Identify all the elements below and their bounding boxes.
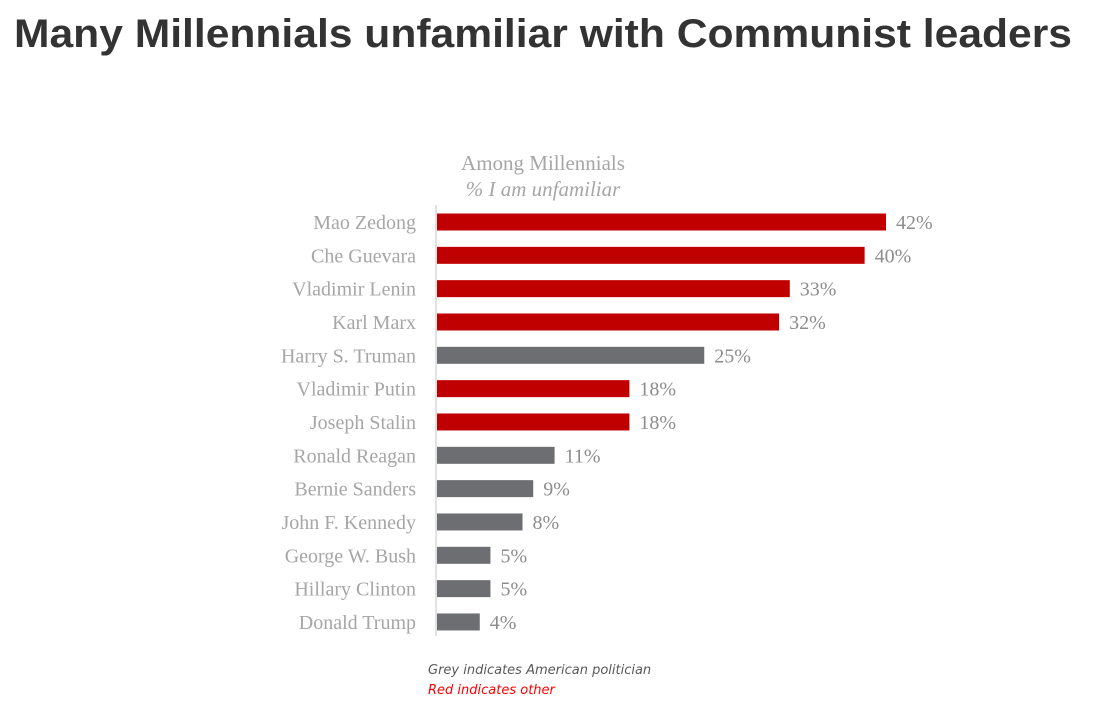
value-label: 40%: [875, 245, 912, 267]
bar: [437, 613, 480, 631]
legend-note-grey: Grey indicates American politician: [428, 663, 651, 678]
category-label: Vladimir Putin: [297, 379, 416, 401]
bar: [437, 213, 886, 231]
category-label: Mao Zedong: [313, 212, 416, 234]
category-label: George W. Bush: [285, 545, 416, 567]
value-label: 42%: [896, 212, 933, 234]
category-label: Joseph Stalin: [310, 412, 416, 434]
bar: [437, 580, 491, 598]
category-label: John F. Kennedy: [281, 512, 416, 534]
value-label: 8%: [533, 512, 560, 534]
bar: [437, 346, 705, 364]
bar: [437, 480, 534, 498]
category-label: Vladimir Lenin: [292, 279, 416, 301]
category-label: Ronald Reagan: [293, 445, 416, 467]
chart-title: Many Millennials unfamiliar with Communi…: [14, 12, 1072, 56]
chart-subtitle-measure: % I am unfamiliar: [466, 177, 621, 201]
bar: [437, 246, 865, 264]
value-label: 33%: [800, 279, 837, 301]
category-label: Karl Marx: [332, 312, 416, 334]
legend-note-red: Red indicates other: [428, 683, 557, 698]
bar: [437, 313, 780, 331]
value-label: 5%: [500, 579, 527, 601]
category-label: Bernie Sanders: [294, 479, 416, 501]
category-label: Donald Trump: [299, 612, 416, 634]
value-label: 11%: [565, 445, 601, 467]
value-label: 25%: [714, 345, 751, 367]
bar: [437, 513, 523, 531]
chart-subtitle: Among Millennials: [461, 151, 625, 175]
value-label: 5%: [500, 545, 527, 567]
bar: [437, 380, 630, 398]
bar: [437, 446, 555, 464]
category-label: Hillary Clinton: [294, 579, 416, 601]
category-label: Harry S. Truman: [281, 345, 416, 367]
bar: [437, 413, 630, 431]
value-label: 4%: [490, 612, 517, 634]
bar: [437, 546, 491, 564]
value-label: 32%: [789, 312, 826, 334]
value-label: 9%: [543, 479, 570, 501]
category-label: Che Guevara: [311, 245, 416, 267]
bar: [437, 280, 790, 298]
value-label: 18%: [639, 412, 676, 434]
value-label: 18%: [639, 379, 676, 401]
